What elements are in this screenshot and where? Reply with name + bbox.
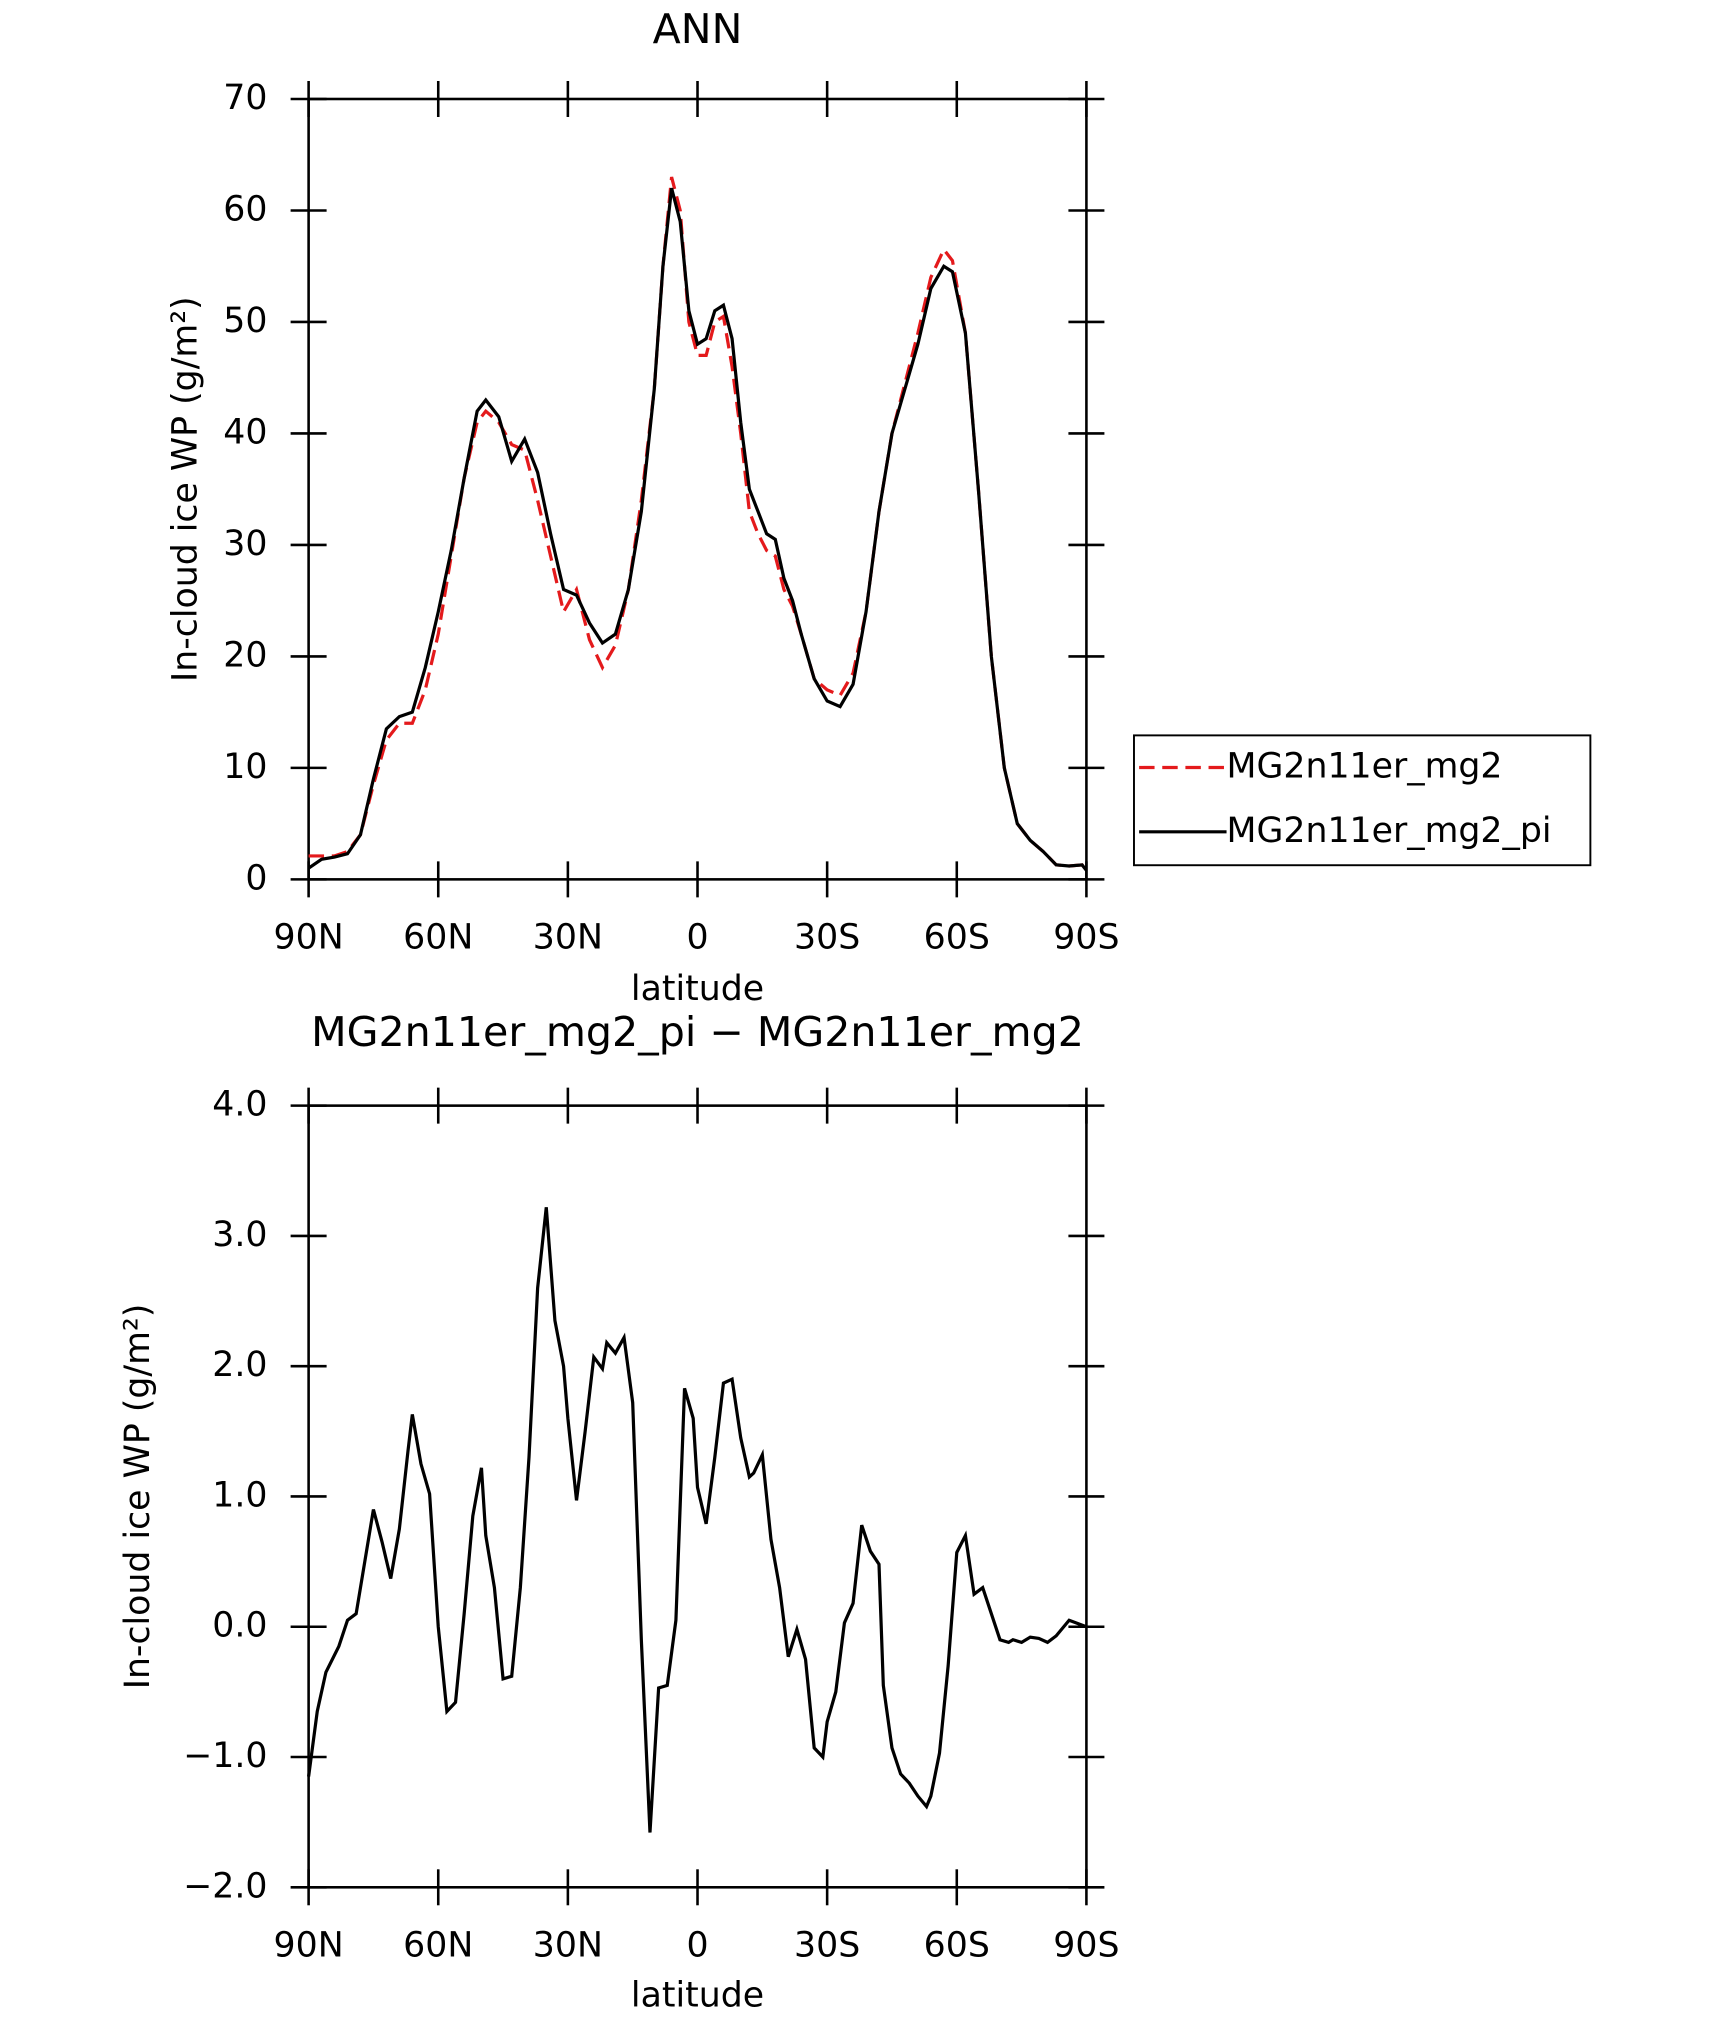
x-tick-label: 0 xyxy=(686,1925,708,1965)
x-axis-label: latitude xyxy=(631,969,764,1009)
data-line xyxy=(307,187,1088,872)
chart-title: MG2n11er_mg2_pi − MG2n11er_mg2 xyxy=(311,1008,1084,1056)
y-tick-label: 50 xyxy=(223,301,267,341)
x-tick-label: 30S xyxy=(794,1925,860,1965)
x-tick-label: 90N xyxy=(274,1925,344,1965)
x-tick-label: 90N xyxy=(274,918,344,958)
y-axis-label: In-cloud ice WP (g/m²) xyxy=(165,296,205,682)
x-tick-label: 90S xyxy=(1053,1925,1119,1965)
plot-frame xyxy=(307,97,1088,881)
legend-label: MG2n11er_mg2_pi xyxy=(1227,811,1552,851)
data-line xyxy=(307,1207,1087,1833)
y-tick-label: 2.0 xyxy=(212,1345,267,1385)
x-tick-label: 60N xyxy=(403,1925,473,1965)
legend-box xyxy=(1133,734,1592,867)
y-tick-label: 4.0 xyxy=(212,1085,267,1125)
x-tick-label: 90S xyxy=(1053,918,1119,958)
y-tick-label: 10 xyxy=(223,747,267,787)
plot-frame xyxy=(307,1104,1088,1889)
y-tick-label: 20 xyxy=(223,635,267,675)
y-axis-label: In-cloud ice WP (g/m²) xyxy=(118,1304,158,1690)
x-tick-label: 60S xyxy=(924,918,990,958)
x-tick-label: 60N xyxy=(403,918,473,958)
y-tick-label: 70 xyxy=(223,78,267,118)
y-tick-label: 40 xyxy=(223,412,267,452)
y-tick-label: 30 xyxy=(223,524,267,564)
data-line xyxy=(308,176,1088,872)
y-tick-label: 60 xyxy=(223,189,267,229)
legend-label: MG2n11er_mg2 xyxy=(1227,747,1503,787)
y-tick-label: 0.0 xyxy=(212,1606,267,1646)
x-tick-label: 0 xyxy=(686,918,708,958)
y-tick-label: 0 xyxy=(245,858,267,898)
y-tick-label: 3.0 xyxy=(212,1215,267,1255)
x-tick-label: 30N xyxy=(533,918,603,958)
x-tick-label: 30N xyxy=(533,1925,603,1965)
x-axis-label: latitude xyxy=(631,1976,764,2016)
x-tick-label: 60S xyxy=(924,1925,990,1965)
y-tick-label: −2.0 xyxy=(183,1866,267,1906)
x-tick-label: 30S xyxy=(794,918,860,958)
chart-title: ANN xyxy=(653,5,743,53)
y-tick-label: −1.0 xyxy=(183,1736,267,1776)
y-tick-label: 1.0 xyxy=(212,1475,267,1515)
